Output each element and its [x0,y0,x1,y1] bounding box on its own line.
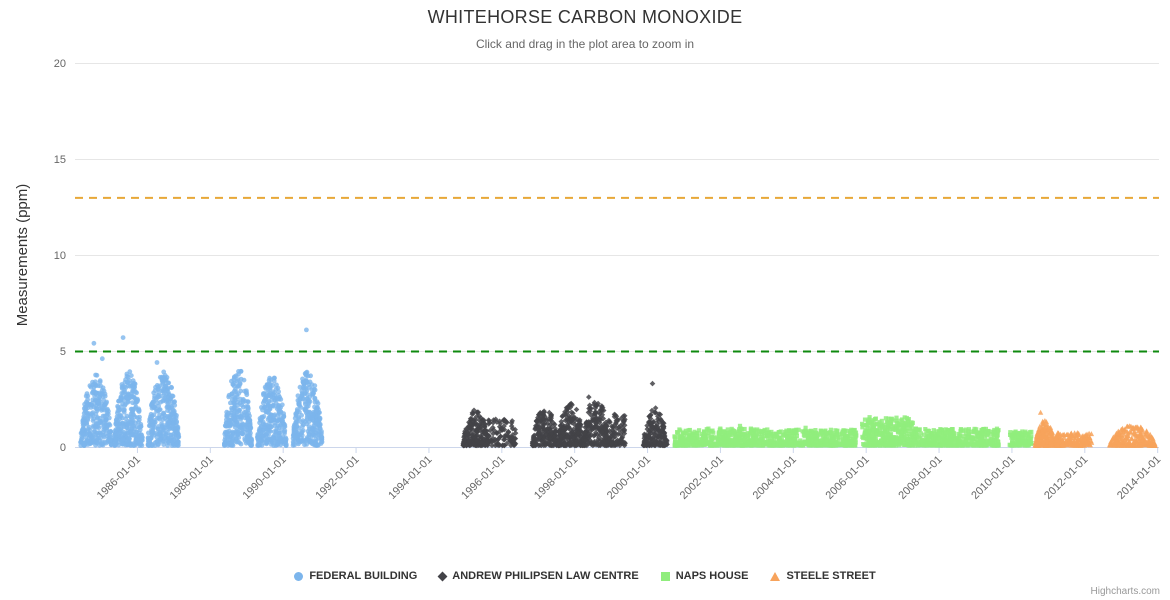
legend-label: STEELE STREET [786,570,876,582]
series-points-steele-street [1032,409,1158,448]
x-tick-label: 1996-01-01 [459,454,507,502]
x-tick-label: 1990-01-01 [241,454,289,502]
y-tick-label: 15 [54,154,66,166]
x-axis-labels: 1986-01-01 1988-01-01 1990-01-01 1992-01-01… [95,448,1163,502]
x-tick-label: 2010-01-01 [969,454,1017,502]
legend: FEDERAL BUILDING ANDREW PHILIPSEN LAW CEN… [0,570,1170,582]
chart-subtitle: Click and drag in the plot area to zoom … [475,37,695,51]
legend-marker-diamond-icon [437,571,448,581]
legend-item-steele-street[interactable]: STEELE STREET [770,570,876,582]
series-points-naps-house [672,415,1034,448]
y-tick-label: 0 [60,442,66,454]
legend-marker-square-icon [660,571,670,581]
y-axis-title: Measurements (ppm) [14,183,31,327]
x-tick-label: 1994-01-01 [386,454,434,502]
x-tick-label: 1992-01-01 [313,454,361,502]
legend-marker-triangle-icon [770,571,781,581]
x-tick-label: 2008-01-01 [896,454,944,502]
legend-label: NAPS HOUSE [675,570,749,582]
legend-item-federal-building[interactable]: FEDERAL BUILDING [294,570,417,582]
legend-label: ANDREW PHILIPSEN LAW CENTRE [452,570,639,582]
x-tick-label: 2004-01-01 [751,454,799,502]
x-tick-label: 2006-01-01 [824,454,872,502]
y-tick-label: 10 [54,250,66,262]
series-points-federal-building [78,327,325,448]
y-tick-label: 5 [60,346,66,358]
highcharts-credit[interactable]: Highcharts.com [1090,586,1160,597]
chart-title: WHITEHORSE CARBON MONOXIDE [427,7,743,27]
legend-item-naps-house[interactable]: NAPS HOUSE [660,570,749,582]
grid-lines: 0 5 10 15 20 [54,58,1159,454]
legend-label: FEDERAL BUILDING [309,570,418,582]
x-tick-label: 1998-01-01 [532,454,580,502]
x-tick-label: 1988-01-01 [168,454,216,502]
x-tick-label: 2002-01-01 [678,454,726,502]
series-points-andrew-philipsen-law-centre [460,380,670,449]
x-tick-label: 2012-01-01 [1042,454,1090,502]
x-tick-label: 2014-01-01 [1115,454,1163,502]
legend-item-andrew-philipsen-law-centre[interactable]: ANDREW PHILIPSEN LAW CENTRE [437,570,639,582]
x-tick-label: 1986-01-01 [95,454,143,502]
legend-marker-circle-icon [294,571,304,581]
y-tick-label: 20 [54,58,66,70]
x-tick-label: 2000-01-01 [605,454,653,502]
